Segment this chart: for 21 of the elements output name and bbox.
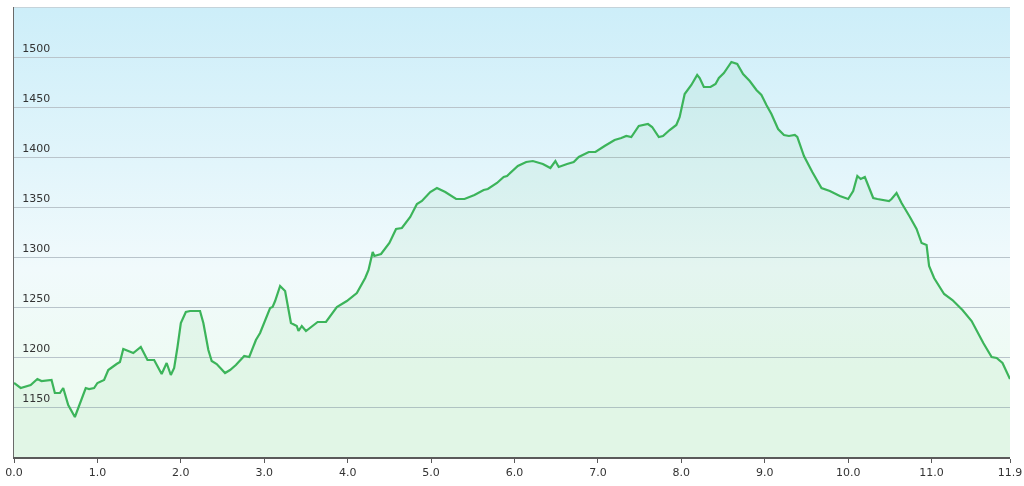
x-tick-label: 5.0 bbox=[422, 465, 440, 479]
y-tick-label: 1150 bbox=[22, 391, 51, 405]
y-tick-label: 1450 bbox=[22, 91, 51, 105]
y-tick-label: 1300 bbox=[22, 241, 51, 255]
x-tick-label: 11.0 bbox=[919, 465, 944, 479]
x-tick-label: 1.0 bbox=[88, 465, 107, 479]
x-tick-label: 8.0 bbox=[672, 465, 691, 479]
y-tick-label: 1500 bbox=[22, 41, 51, 55]
x-tick-label: 9.0 bbox=[756, 465, 774, 479]
x-tick-label: 6.0 bbox=[505, 465, 524, 479]
y-tick-label: 1200 bbox=[22, 341, 51, 355]
x-tick-label: 3.0 bbox=[255, 465, 273, 479]
x-tick-label: 0.0 bbox=[5, 465, 23, 479]
x-tick-label: 7.0 bbox=[589, 465, 607, 479]
x-tick-label: 4.0 bbox=[338, 465, 357, 479]
y-tick-label: 1350 bbox=[22, 191, 51, 205]
x-tick-label: 2.0 bbox=[172, 465, 190, 479]
y-tick-label: 1400 bbox=[22, 141, 51, 155]
y-tick-label: 1250 bbox=[22, 291, 51, 305]
x-tick-label: 11.9 bbox=[997, 465, 1023, 479]
x-tick-label: 10.0 bbox=[835, 465, 861, 479]
